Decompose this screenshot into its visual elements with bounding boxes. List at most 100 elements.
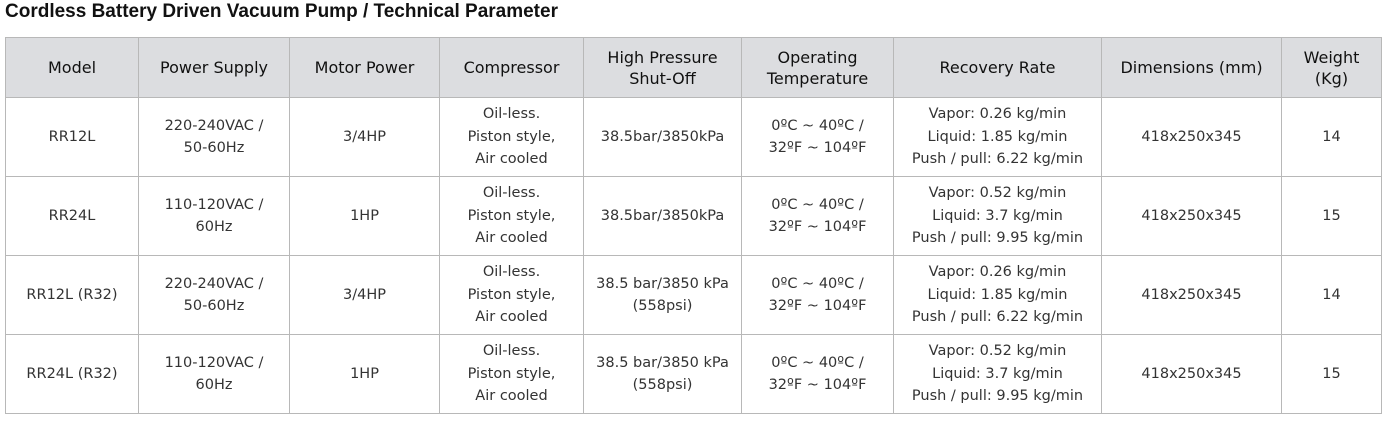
table-row: RR24L (R32) 110-120VAC / 60Hz 1HP Oil-less. P…	[5, 334, 1382, 414]
cell-line: Air cooled	[475, 309, 548, 326]
cell-line: Oil-less.	[482, 343, 541, 360]
cell-line: 110-120VAC /	[164, 196, 264, 213]
table-cell: Oil-less. Piston style, Air cooled	[439, 334, 584, 414]
cell-line: Oil-less.	[482, 106, 541, 123]
table-cell: 38.5 bar/3850 kPa (558psi)	[583, 255, 742, 335]
table-cell: 3/4HP	[289, 97, 440, 177]
header-cell: Recovery Rate	[893, 37, 1102, 98]
cell-line: Push / pull: 6.22 kg/min	[911, 309, 1084, 326]
cell-line: 50-60Hz	[183, 140, 245, 156]
cell-line: Weight	[1303, 47, 1360, 67]
table-row: RR24L 110-120VAC / 60Hz 1HP Oil-less. Piston …	[5, 176, 1382, 256]
cell-line: Operating	[777, 47, 858, 67]
cell-line: Push / pull: 9.95 kg/min	[911, 230, 1084, 247]
cell-line: Air cooled	[475, 151, 548, 168]
table-cell: 418x250x345	[1101, 255, 1282, 335]
cell-line: 32ºF ~ 104ºF	[768, 219, 867, 235]
cell-line: 220-240VAC /	[164, 117, 264, 134]
table-cell: 1HP	[289, 176, 440, 256]
header-cell: Operating Temperature	[741, 37, 894, 98]
cell-line: 60Hz	[195, 219, 233, 235]
header-cell: Model	[5, 37, 139, 98]
table-cell: Oil-less. Piston style, Air cooled	[439, 255, 584, 335]
table-cell: 220-240VAC / 50-60Hz	[138, 97, 290, 177]
table-cell: 0ºC ~ 40ºC / 32ºF ~ 104ºF	[741, 255, 894, 335]
table-body: RR12L 220-240VAC / 50-60Hz 3/4HP Oil-less. Pi…	[5, 97, 1382, 414]
table-cell: 1HP	[289, 334, 440, 414]
cell-line: Liquid: 1.85 kg/min	[927, 128, 1068, 145]
table-cell: Oil-less. Piston style, Air cooled	[439, 176, 584, 256]
header-cell: Compressor	[439, 37, 584, 98]
cell-line: 60Hz	[195, 377, 233, 393]
cell-line: 32ºF ~ 104ºF	[768, 377, 867, 393]
table-cell: 0ºC ~ 40ºC / 32ºF ~ 104ºF	[741, 176, 894, 256]
table-cell: Vapor: 0.52 kg/min Liquid: 3.7 kg/min Push…	[893, 334, 1102, 414]
table-cell: 418x250x345	[1101, 334, 1282, 414]
table-cell: 15	[1281, 176, 1382, 256]
cell-line: Push / pull: 6.22 kg/min	[911, 151, 1084, 168]
table-row: RR12L 220-240VAC / 50-60Hz 3/4HP Oil-less. Pi…	[5, 97, 1382, 177]
cell-line: 0ºC ~ 40ºC /	[771, 354, 864, 371]
cell-line: Air cooled	[475, 230, 548, 247]
spec-table: Model Power Supply Motor Power Compressor Hi…	[5, 37, 1382, 414]
cell-line: High Pressure	[607, 47, 718, 67]
cell-line: Vapor: 0.26 kg/min	[928, 106, 1067, 123]
cell-line: Liquid: 1.85 kg/min	[927, 286, 1068, 303]
cell-line: 0ºC ~ 40ºC /	[771, 117, 864, 134]
header-cell: Motor Power	[289, 37, 440, 98]
table-cell: Oil-less. Piston style, Air cooled	[439, 97, 584, 177]
table-row: RR12L (R32) 220-240VAC /50-60Hz 3/4HP Oil-l…	[5, 255, 1382, 335]
cell-line: Piston style,	[467, 286, 556, 303]
cell-line: Vapor: 0.26 kg/min	[928, 264, 1067, 281]
cell-line: 38.5 bar/3850 kPa	[596, 275, 729, 292]
cell-line: Piston style,	[467, 128, 556, 145]
header-cell: Power Supply	[138, 37, 290, 98]
table-cell: 418x250x345	[1101, 97, 1282, 177]
cell-line: 32ºF ~ 104ºF	[768, 140, 867, 156]
header-cell: High Pressure Shut-Off	[583, 37, 742, 98]
cell-line: 110-120VAC /	[164, 354, 264, 371]
cell-line: 0ºC ~ 40ºC /	[771, 275, 864, 292]
page-title: Cordless Battery Driven Vacuum Pump / Te…	[5, 1, 558, 22]
table-cell: RR12L	[5, 97, 139, 177]
cell-line: 220-240VAC /	[164, 275, 264, 292]
cell-line: Shut-Off	[629, 68, 696, 88]
table-cell: 14	[1281, 97, 1382, 177]
cell-line: 0ºC ~ 40ºC /	[771, 196, 864, 213]
table-cell: 14	[1281, 255, 1382, 335]
cell-line: Temperature	[766, 68, 869, 88]
cell-line: 38.5 bar/3850 kPa	[596, 354, 729, 371]
cell-line: (558psi)	[632, 298, 693, 314]
cell-line: Liquid: 3.7 kg/min	[932, 207, 1063, 224]
cell-line: Oil-less.	[482, 264, 541, 281]
table-cell: 38.5 bar/3850 kPa (558psi)	[583, 334, 742, 414]
cell-line: (Kg)	[1314, 68, 1349, 88]
table-cell: 110-120VAC / 60Hz	[138, 176, 290, 256]
cell-line: Piston style,	[467, 365, 556, 382]
header-row: Model Power Supply Motor Power Compressor Hi…	[5, 37, 1382, 98]
table-cell: 0ºC ~ 40ºC / 32ºF ~ 104ºF	[741, 97, 894, 177]
cell-line: Liquid: 3.7 kg/min	[932, 365, 1063, 382]
cell-line: Oil-less.	[482, 185, 541, 202]
table-cell: 110-120VAC / 60Hz	[138, 334, 290, 414]
cell-line: 50-60Hz	[183, 298, 245, 314]
table-cell: 0ºC ~ 40ºC / 32ºF ~ 104ºF	[741, 334, 894, 414]
cell-line: Vapor: 0.52 kg/min	[928, 343, 1067, 360]
table-cell: Vapor: 0.26 kg/min Liquid: 1.85 kg/min Pus…	[893, 255, 1102, 335]
table-cell: RR24L	[5, 176, 139, 256]
table-cell: 38.5bar/3850kPa	[583, 97, 742, 177]
cell-line: Vapor: 0.52 kg/min	[928, 185, 1067, 202]
table-cell: RR24L (R32)	[5, 334, 139, 414]
table-cell: Vapor: 0.26 kg/min Liquid: 1.85 kg/min Pus…	[893, 97, 1102, 177]
header-cell: Weight (Kg)	[1281, 37, 1382, 98]
table-cell: Vapor: 0.52 kg/min Liquid: 3.7 kg/min Push…	[893, 176, 1102, 256]
cell-line: (558psi)	[632, 377, 693, 393]
table-cell: 418x250x345	[1101, 176, 1282, 256]
cell-line: Air cooled	[475, 388, 548, 405]
table-cell: 15	[1281, 334, 1382, 414]
table-cell: 38.5bar/3850kPa	[583, 176, 742, 256]
table-cell: 3/4HP	[289, 255, 440, 335]
cell-line: Piston style,	[467, 207, 556, 224]
table-cell: RR12L (R32)	[5, 255, 139, 335]
